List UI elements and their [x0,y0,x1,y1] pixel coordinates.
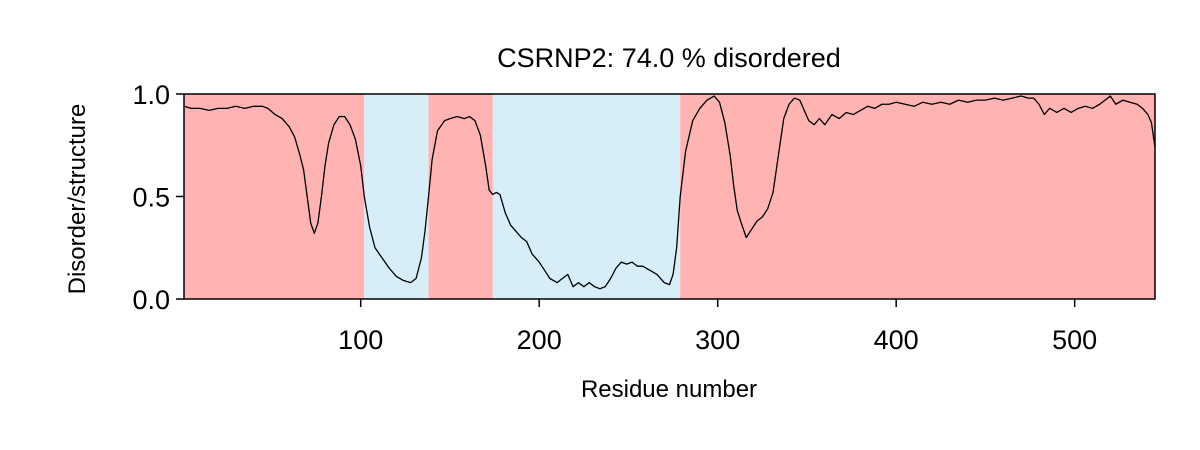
region-disordered-3 [428,94,493,299]
disorder-line-1 [183,95,1156,290]
y-axis-label: Disorder/structure [64,104,91,295]
y-tick-label-2: 1.0 [132,80,170,110]
chart-title: CSRNP2: 74.0 % disordered [497,43,841,73]
x-tick-label-100: 100 [338,325,383,355]
disorder-regions [184,94,1155,299]
y-tick-label-1: 0.5 [132,183,170,213]
x-axis-label: Residue number [581,376,757,403]
x-tick-label-300: 300 [695,325,740,355]
series-layer [183,95,1156,290]
x-axis: 100 200 300 400 500 [338,299,1097,355]
x-tick-label-200: 200 [517,325,562,355]
y-axis: 0.0 0.5 1.0 [132,80,184,315]
y-tick-label-0: 0.0 [132,285,170,315]
region-structured-4 [492,94,681,299]
region-structured-2 [364,94,429,299]
x-tick-label-400: 400 [874,325,919,355]
x-tick-label-500: 500 [1052,325,1097,355]
region-disordered-1 [184,94,365,299]
region-disordered-5 [680,94,1155,299]
